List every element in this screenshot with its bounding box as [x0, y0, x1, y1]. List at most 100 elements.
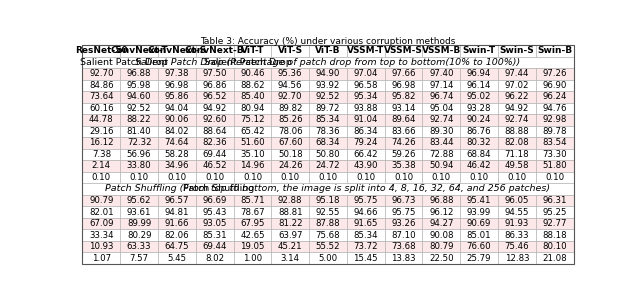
Text: 95.02: 95.02: [467, 92, 492, 101]
Text: 64.75: 64.75: [164, 242, 189, 251]
Text: 93.61: 93.61: [127, 208, 152, 216]
Text: 91.93: 91.93: [505, 219, 529, 228]
Text: 92.98: 92.98: [543, 115, 567, 124]
Text: ResNet-50: ResNet-50: [75, 46, 127, 55]
Bar: [460, 91, 498, 103]
Text: 8.02: 8.02: [205, 254, 224, 263]
Bar: [460, 126, 498, 137]
Bar: [158, 206, 196, 218]
Bar: [422, 91, 460, 103]
Bar: [460, 137, 498, 149]
Bar: [460, 114, 498, 126]
Text: 95.75: 95.75: [391, 208, 416, 216]
Text: 95.43: 95.43: [202, 208, 227, 216]
Bar: [422, 160, 460, 172]
Bar: [271, 91, 309, 103]
Text: 68.84: 68.84: [467, 150, 492, 159]
Text: 84.86: 84.86: [89, 81, 114, 90]
Text: 92.60: 92.60: [202, 115, 227, 124]
Text: 73.30: 73.30: [542, 150, 567, 159]
Bar: [460, 149, 498, 160]
Text: 94.76: 94.76: [542, 104, 567, 113]
Bar: [385, 206, 422, 218]
Bar: [347, 241, 385, 252]
Bar: [271, 149, 309, 160]
Bar: [83, 137, 120, 149]
Text: 83.54: 83.54: [542, 138, 567, 147]
Bar: [385, 80, 422, 91]
Bar: [309, 137, 347, 149]
Bar: [271, 195, 309, 206]
Text: ConvNext-T: ConvNext-T: [110, 46, 168, 55]
Bar: [309, 126, 347, 137]
Bar: [158, 218, 196, 229]
Text: 92.88: 92.88: [278, 196, 303, 205]
Bar: [309, 160, 347, 172]
Bar: [120, 80, 158, 91]
Text: Salient Patch Drop: Salient Patch Drop: [80, 58, 171, 67]
Bar: [536, 218, 573, 229]
Bar: [385, 218, 422, 229]
Bar: [385, 91, 422, 103]
Text: 71.18: 71.18: [504, 150, 529, 159]
Text: 92.74: 92.74: [429, 115, 454, 124]
Bar: [158, 241, 196, 252]
Bar: [347, 206, 385, 218]
Bar: [536, 114, 573, 126]
Bar: [83, 160, 120, 172]
Text: 0.10: 0.10: [470, 173, 489, 182]
Text: 82.36: 82.36: [202, 138, 227, 147]
Text: 91.04: 91.04: [353, 115, 378, 124]
Text: 80.94: 80.94: [240, 104, 265, 113]
Bar: [83, 206, 120, 218]
Text: 83.66: 83.66: [391, 127, 416, 136]
Bar: [309, 45, 347, 57]
Bar: [347, 172, 385, 183]
Bar: [422, 68, 460, 80]
Bar: [385, 45, 422, 57]
Text: 50.94: 50.94: [429, 161, 454, 170]
Bar: [536, 103, 573, 114]
Bar: [120, 149, 158, 160]
Bar: [498, 137, 536, 149]
Text: 82.06: 82.06: [164, 231, 189, 239]
Text: 96.88: 96.88: [127, 69, 152, 78]
Text: 83.44: 83.44: [429, 138, 454, 147]
Text: 97.44: 97.44: [504, 69, 529, 78]
Bar: [158, 229, 196, 241]
Bar: [234, 114, 271, 126]
Text: 0.10: 0.10: [319, 173, 337, 182]
Text: 97.38: 97.38: [164, 69, 189, 78]
Text: 90.08: 90.08: [429, 231, 454, 239]
Text: 92.70: 92.70: [89, 69, 114, 78]
Bar: [83, 80, 120, 91]
Bar: [422, 206, 460, 218]
Text: 90.69: 90.69: [467, 219, 492, 228]
Text: 95.34: 95.34: [353, 92, 378, 101]
Text: 0.10: 0.10: [281, 173, 300, 182]
Bar: [158, 160, 196, 172]
Text: 60.16: 60.16: [89, 104, 114, 113]
Text: 89.99: 89.99: [127, 219, 151, 228]
Bar: [120, 252, 158, 264]
Text: 80.10: 80.10: [542, 242, 567, 251]
Bar: [422, 45, 460, 57]
Text: 44.78: 44.78: [89, 115, 114, 124]
Text: 90.06: 90.06: [164, 115, 189, 124]
Text: 89.64: 89.64: [391, 115, 416, 124]
Text: 56.96: 56.96: [127, 150, 152, 159]
Text: 97.66: 97.66: [391, 69, 416, 78]
Bar: [234, 229, 271, 241]
Bar: [347, 160, 385, 172]
Bar: [536, 137, 573, 149]
Bar: [536, 172, 573, 183]
Text: 95.62: 95.62: [127, 196, 152, 205]
Text: 50.18: 50.18: [278, 150, 303, 159]
Text: 80.79: 80.79: [429, 242, 454, 251]
Bar: [120, 103, 158, 114]
Bar: [498, 114, 536, 126]
Bar: [234, 126, 271, 137]
Text: 96.98: 96.98: [391, 81, 416, 90]
Text: 85.40: 85.40: [240, 92, 265, 101]
Text: 78.06: 78.06: [278, 127, 303, 136]
